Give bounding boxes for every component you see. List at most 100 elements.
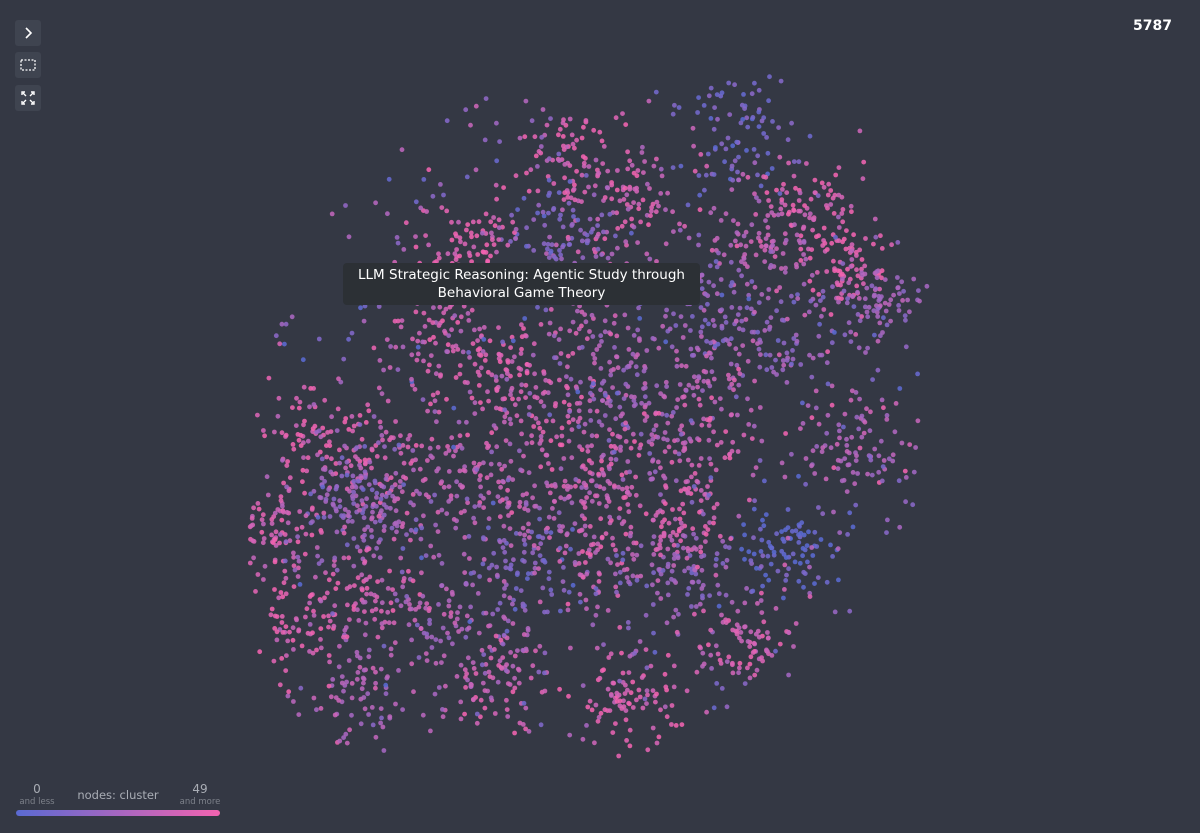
node-point[interactable] — [343, 203, 348, 208]
node-point[interactable] — [388, 652, 394, 658]
node-point[interactable] — [753, 465, 759, 470]
node-point[interactable] — [303, 614, 308, 620]
node-point[interactable] — [625, 325, 631, 331]
node-point[interactable] — [698, 152, 704, 157]
node-point[interactable] — [418, 626, 424, 631]
node-point[interactable] — [602, 195, 608, 200]
node-point[interactable] — [558, 466, 564, 472]
node-point[interactable] — [369, 534, 375, 540]
node-point[interactable] — [536, 202, 542, 208]
node-point[interactable] — [379, 391, 385, 397]
node-point[interactable] — [712, 105, 717, 110]
node-point[interactable] — [525, 576, 530, 581]
node-point[interactable] — [618, 444, 623, 450]
node-point[interactable] — [397, 484, 403, 490]
node-point[interactable] — [546, 255, 552, 260]
node-point[interactable] — [315, 452, 320, 458]
node-point[interactable] — [583, 118, 589, 123]
node-point[interactable] — [289, 314, 295, 320]
node-point[interactable] — [568, 645, 573, 651]
node-point[interactable] — [873, 234, 879, 240]
node-point[interactable] — [669, 568, 675, 574]
node-point[interactable] — [587, 490, 592, 496]
node-point[interactable] — [826, 181, 832, 187]
node-point[interactable] — [619, 521, 625, 527]
node-point[interactable] — [318, 645, 324, 651]
node-point[interactable] — [475, 252, 481, 257]
node-point[interactable] — [836, 165, 842, 171]
node-point[interactable] — [689, 499, 695, 505]
node-point[interactable] — [786, 160, 791, 166]
node-point[interactable] — [296, 628, 301, 634]
node-point[interactable] — [836, 225, 842, 230]
node-point[interactable] — [807, 255, 813, 261]
node-point[interactable] — [674, 532, 680, 538]
node-point[interactable] — [295, 554, 301, 560]
node-point[interactable] — [417, 330, 422, 336]
node-point[interactable] — [379, 715, 384, 721]
node-point[interactable] — [693, 546, 699, 552]
node-point[interactable] — [529, 433, 534, 439]
node-point[interactable] — [274, 629, 280, 635]
node-point[interactable] — [463, 634, 469, 640]
node-point[interactable] — [474, 711, 480, 717]
node-point[interactable] — [530, 550, 536, 556]
node-point[interactable] — [596, 471, 601, 477]
node-point[interactable] — [335, 580, 341, 586]
node-point[interactable] — [463, 685, 468, 690]
node-point[interactable] — [412, 386, 418, 392]
node-point[interactable] — [737, 665, 742, 671]
node-point[interactable] — [651, 534, 657, 539]
node-point[interactable] — [800, 400, 805, 406]
node-point[interactable] — [628, 445, 634, 451]
node-point[interactable] — [337, 460, 342, 466]
node-point[interactable] — [408, 461, 414, 466]
node-point[interactable] — [400, 546, 406, 551]
node-point[interactable] — [466, 534, 472, 539]
node-point[interactable] — [476, 383, 482, 388]
node-point[interactable] — [675, 543, 680, 548]
node-point[interactable] — [373, 680, 378, 686]
node-point[interactable] — [607, 211, 613, 217]
node-point[interactable] — [461, 467, 466, 473]
node-point[interactable] — [278, 498, 284, 503]
node-point[interactable] — [261, 521, 266, 527]
node-point[interactable] — [910, 502, 916, 508]
node-point[interactable] — [468, 122, 473, 128]
node-point[interactable] — [560, 224, 566, 230]
node-point[interactable] — [547, 535, 552, 540]
node-point[interactable] — [430, 392, 436, 398]
node-point[interactable] — [492, 647, 497, 652]
node-point[interactable] — [350, 493, 355, 499]
node-point[interactable] — [570, 582, 576, 588]
node-point[interactable] — [851, 232, 856, 238]
node-point[interactable] — [591, 247, 597, 252]
node-point[interactable] — [692, 168, 698, 174]
node-point[interactable] — [524, 243, 529, 249]
node-point[interactable] — [608, 331, 614, 337]
node-point[interactable] — [763, 352, 769, 358]
node-point[interactable] — [719, 141, 725, 147]
node-point[interactable] — [784, 357, 790, 363]
node-point[interactable] — [815, 193, 821, 199]
node-point[interactable] — [462, 667, 468, 673]
node-point[interactable] — [472, 504, 478, 509]
node-point[interactable] — [601, 642, 606, 647]
node-point[interactable] — [352, 583, 357, 588]
node-point[interactable] — [756, 109, 762, 115]
node-point[interactable] — [681, 510, 687, 516]
node-point[interactable] — [861, 430, 867, 436]
node-point[interactable] — [667, 533, 673, 539]
node-point[interactable] — [812, 190, 818, 196]
node-point[interactable] — [895, 275, 900, 280]
node-point[interactable] — [633, 474, 638, 480]
node-point[interactable] — [799, 520, 805, 526]
node-point[interactable] — [500, 641, 506, 647]
node-point[interactable] — [656, 567, 662, 572]
node-point[interactable] — [341, 688, 346, 694]
node-point[interactable] — [467, 389, 473, 395]
node-point[interactable] — [496, 479, 501, 485]
node-point[interactable] — [457, 604, 463, 610]
node-point[interactable] — [600, 470, 606, 476]
node-point[interactable] — [498, 484, 503, 490]
